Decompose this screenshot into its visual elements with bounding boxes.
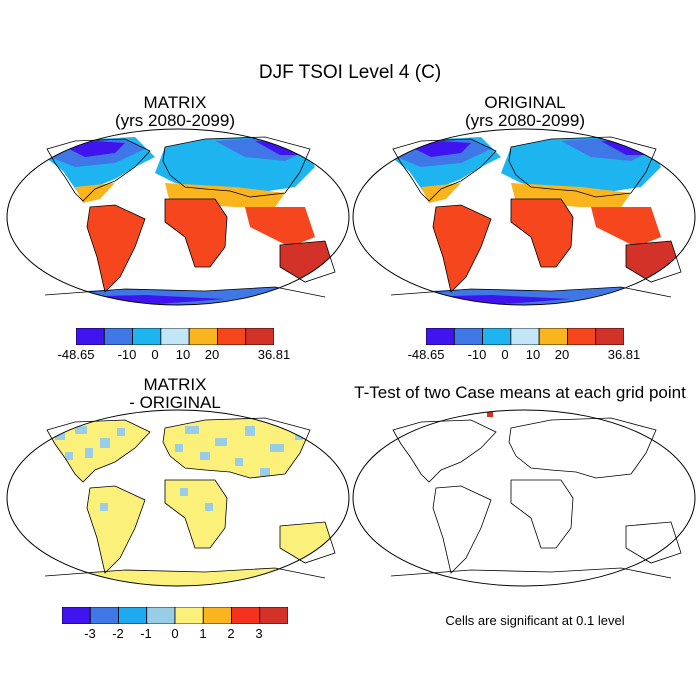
- original-coastlines: [390, 136, 682, 298]
- matrix-cb-label: 10: [175, 347, 191, 362]
- matrix-colorbar: [76, 328, 274, 345]
- diff-cb-label: 1: [199, 626, 207, 641]
- diff-coastlines: [44, 417, 336, 579]
- original-field: [381, 137, 681, 305]
- original-cb-label: -10: [467, 347, 487, 362]
- colorbar-swatch: [245, 328, 274, 345]
- colorbar-swatch: [146, 607, 176, 624]
- matrix-cb-label: 36.81: [257, 347, 291, 362]
- colorbar-swatch: [132, 328, 162, 345]
- colorbar-swatch: [217, 328, 247, 345]
- matrix-coastlines: [44, 136, 336, 298]
- matrix-title-line1: MATRIX: [143, 93, 207, 112]
- colorbar-swatch: [426, 328, 455, 345]
- matrix-colorbar-svg: [76, 328, 274, 345]
- diff-cb-label: -2: [112, 626, 124, 641]
- original-map-svg: [352, 128, 696, 306]
- matrix-title-line2: (yrs 2080-2099): [114, 111, 235, 130]
- original-cb-label: 36.81: [607, 347, 641, 362]
- original-panel-title: ORIGINAL (yrs 2080-2099): [425, 94, 625, 130]
- colorbar-swatch: [231, 607, 261, 624]
- ttest-panel-title: T-Test of two Case means at each grid po…: [354, 383, 686, 402]
- diff-panel-title: MATRIX - ORIGINAL: [75, 376, 275, 412]
- significance-note: Cells are significant at 0.1 level: [445, 613, 625, 628]
- matrix-map-svg: [6, 128, 350, 306]
- diff-colorbar: [62, 607, 288, 624]
- original-title-line2: (yrs 2080-2099): [464, 111, 585, 130]
- matrix-cb-label: 0: [151, 347, 159, 362]
- colorbar-swatch: [174, 607, 204, 624]
- colorbar-swatch: [118, 607, 148, 624]
- colorbar-swatch: [62, 607, 91, 624]
- colorbar-swatch: [259, 607, 288, 624]
- original-colorbar-svg: [426, 328, 624, 345]
- diff-map-svg: [6, 409, 350, 587]
- matrix-panel-title: MATRIX (yrs 2080-2099): [75, 94, 275, 130]
- diff-cb-label: 0: [171, 626, 179, 641]
- diff-cb-label: -1: [140, 626, 152, 641]
- original-cb-label: -48.65: [407, 347, 445, 362]
- original-cb-label: 0: [501, 347, 509, 362]
- colorbar-swatch: [595, 328, 624, 345]
- ttest-map: [351, 408, 697, 588]
- diff-cb-label: 2: [227, 626, 235, 641]
- colorbar-swatch: [482, 328, 512, 345]
- figure-title: DJF TSOI Level 4 (C): [258, 62, 442, 83]
- ttest-coastlines: [390, 417, 682, 579]
- colorbar-swatch: [202, 607, 232, 624]
- colorbar-swatch: [510, 328, 540, 345]
- significant-cell: [487, 412, 493, 417]
- colorbar-swatch: [538, 328, 568, 345]
- original-cb-label: 20: [554, 347, 570, 362]
- matrix-cb-label: -48.65: [57, 347, 95, 362]
- ttest-map-svg: [352, 409, 696, 587]
- original-colorbar: [426, 328, 624, 345]
- colorbar-swatch: [103, 328, 133, 345]
- colorbar-swatch: [567, 328, 597, 345]
- diff-field: [45, 418, 335, 586]
- colorbar-swatch: [160, 328, 190, 345]
- matrix-cb-label: -10: [117, 347, 137, 362]
- colorbar-swatch: [76, 328, 105, 345]
- diff-cb-label: -3: [84, 626, 96, 641]
- original-map: [351, 127, 697, 307]
- diff-title-line1: MATRIX: [143, 375, 207, 394]
- diff-title-line2: - ORIGINAL: [129, 393, 221, 412]
- diff-map: [5, 408, 351, 588]
- matrix-field: [35, 137, 335, 305]
- original-title-line1: ORIGINAL: [484, 93, 566, 112]
- matrix-cb-label: 20: [204, 347, 220, 362]
- colorbar-swatch: [89, 607, 119, 624]
- diff-colorbar-svg: [62, 607, 288, 624]
- colorbar-swatch: [188, 328, 218, 345]
- matrix-map: [5, 127, 351, 307]
- colorbar-swatch: [453, 328, 483, 345]
- diff-cb-label: 3: [255, 626, 263, 641]
- original-cb-label: 10: [525, 347, 541, 362]
